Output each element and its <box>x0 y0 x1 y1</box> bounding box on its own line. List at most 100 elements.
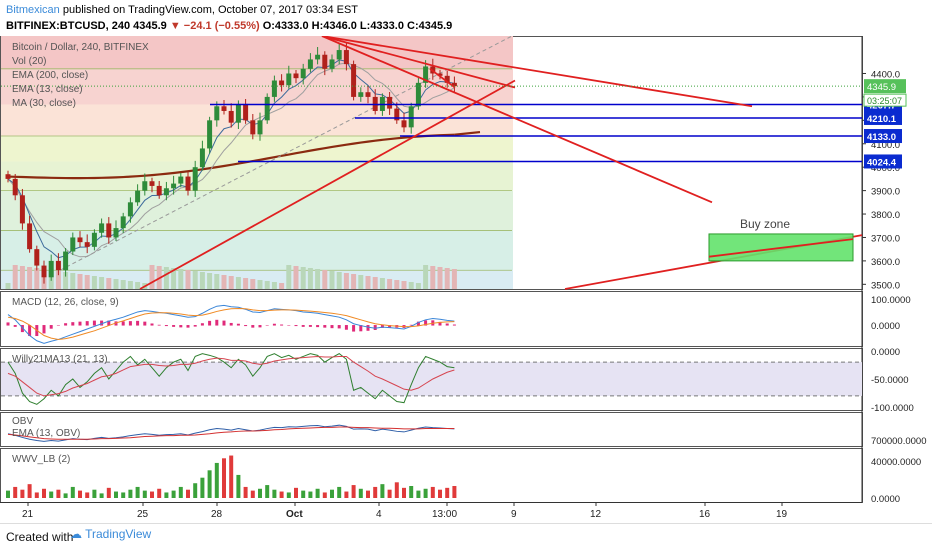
last-price: 4345.9 <box>133 20 167 32</box>
macd-histogram-bar <box>150 323 154 326</box>
volume-bar <box>329 271 335 289</box>
volume-bar <box>228 276 234 289</box>
wwv-bar <box>85 492 90 498</box>
candle-body <box>149 181 155 186</box>
published-text: published on TradingView.com, October 07… <box>62 4 359 16</box>
candle-body <box>365 92 371 97</box>
macd-histogram-bar <box>85 321 89 326</box>
volume-bar <box>394 280 400 289</box>
wwv-bar <box>78 490 82 498</box>
x-tick-label: 12 <box>590 509 602 520</box>
indicator-legend: MA (30, close) <box>12 98 76 109</box>
macd-histogram-bar <box>78 321 82 326</box>
volume-bar <box>322 270 328 289</box>
wwv-bar <box>164 492 169 498</box>
wwv-bar <box>445 487 450 498</box>
fib-band-6 <box>1 230 513 271</box>
candle-body <box>142 181 148 191</box>
candle-body <box>48 260 54 278</box>
price-change: ▼ −24.1 (−0.55%) <box>169 20 260 32</box>
macd-histogram-bar <box>280 324 284 326</box>
candle-body <box>77 237 83 243</box>
volume-bar <box>379 278 385 289</box>
wwv-bar <box>265 485 270 498</box>
macd-histogram-bar <box>71 322 75 326</box>
symbol-line: BITFINEX:BTCUSD, 240 4345.9 ▼ −24.1 (−0.… <box>6 20 452 32</box>
x-tick-label: 4 <box>376 509 382 520</box>
macd-histogram-bar <box>388 325 392 328</box>
wwv-bar <box>121 492 126 498</box>
indicator-legend: Vol (20) <box>12 56 46 67</box>
volume-bar <box>408 282 414 289</box>
volume-bar <box>430 266 436 289</box>
macd-histogram-bar <box>20 325 24 333</box>
wwv-bar <box>387 489 392 498</box>
buy-zone-label: Buy zone <box>740 217 790 231</box>
candle-body <box>91 232 97 247</box>
volume-bar <box>343 273 349 289</box>
publisher-link[interactable]: Bitmexican <box>6 4 60 16</box>
candle-body <box>192 167 198 191</box>
series-line-macd-1 <box>7 308 455 340</box>
macd-histogram-bar <box>92 320 96 326</box>
macd-histogram-bar <box>272 323 276 326</box>
volume-bar <box>372 277 378 289</box>
candle-body <box>235 103 241 123</box>
volume-bar <box>55 271 61 289</box>
candle-body <box>401 120 407 128</box>
macd-histogram-bar <box>222 320 226 326</box>
x-tick-label: 19 <box>776 509 788 520</box>
candle-body <box>185 176 191 191</box>
macd-histogram-bar <box>287 325 291 326</box>
volume-bar <box>77 274 83 289</box>
macd-histogram-bar <box>193 325 197 327</box>
wwv-bar <box>279 491 284 498</box>
candle-body <box>221 106 227 111</box>
wwv-bar <box>200 477 205 498</box>
level-label-bg <box>864 129 902 144</box>
obv-subtitle: EMA (13, OBV) <box>12 428 80 439</box>
countdown-label: 03:25:07 <box>867 96 902 106</box>
wwv-bar <box>92 489 97 498</box>
willy-tick-label: -100.0000 <box>871 403 914 414</box>
wwv-bar <box>157 488 162 498</box>
volume-bar <box>221 275 227 289</box>
macd-histogram-bar <box>179 325 183 328</box>
fib-band-2 <box>1 104 513 137</box>
dashed-projection-line <box>59 36 513 271</box>
candle-body <box>415 82 421 107</box>
candle-body <box>264 96 270 121</box>
wwv-bar <box>70 486 75 498</box>
volume-bar <box>264 281 270 289</box>
chart-canvas[interactable]: 3500.03600.03700.03800.03900.04000.04100… <box>0 36 932 524</box>
candle-body <box>70 237 76 252</box>
ohlc-values: O:4333.0 H:4346.0 L:4333.0 C:4345.9 <box>262 20 453 32</box>
macd-histogram-bar <box>107 320 111 326</box>
wwv-bar <box>430 486 435 498</box>
obv-title: OBV <box>12 416 33 427</box>
volume-bar <box>120 280 126 289</box>
macd-histogram-bar <box>28 325 32 337</box>
macd-histogram-bar <box>215 319 219 326</box>
indicator-legend: EMA (13, close) <box>12 84 83 95</box>
candle-body <box>279 80 285 86</box>
volume-bar <box>358 275 364 289</box>
price-pane-title: Bitcoin / Dollar, 240, BITFINEX <box>12 42 149 53</box>
tradingview-logo-icon[interactable]: ☁ TradingView <box>70 527 152 541</box>
volume-bar <box>451 269 457 289</box>
wwv-bar <box>63 493 68 498</box>
level-label-bg <box>864 154 902 169</box>
candle-body <box>444 75 450 83</box>
wwv-bar <box>373 486 378 498</box>
fib-band-4 <box>1 161 513 191</box>
volume-bar <box>12 265 18 289</box>
price-tick-label: 3600.0 <box>871 257 900 268</box>
volume-bar <box>99 277 105 289</box>
macd-histogram-bar <box>344 325 348 330</box>
willy-tick-label: -50.0000 <box>871 375 909 386</box>
candle-body <box>63 251 69 271</box>
macd-histogram-bar <box>157 324 161 326</box>
wwv-bar <box>236 474 241 498</box>
volume-bar <box>300 267 306 289</box>
macd-title: MACD (12, 26, close, 9) <box>12 297 119 308</box>
